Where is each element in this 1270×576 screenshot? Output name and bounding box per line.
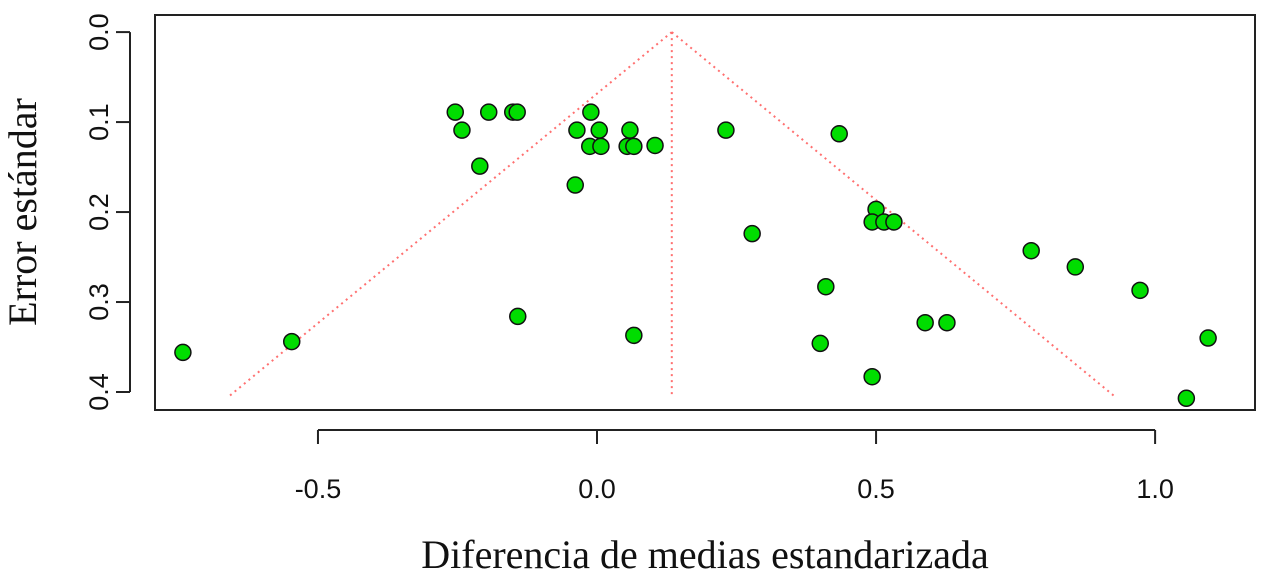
plot-frame: [154, 14, 1256, 411]
data-point: [916, 313, 934, 332]
data-point: [743, 224, 761, 243]
data-point: [625, 137, 643, 156]
data-point: [1177, 389, 1196, 408]
data-point: [282, 332, 301, 351]
y-axis-label: Error estándar: [0, 98, 45, 326]
data-point: [717, 121, 735, 139]
x-tick-label: -0.5: [295, 474, 342, 504]
data-point: [811, 334, 829, 353]
data-point: [1131, 281, 1149, 300]
x-tick-label: 0.5: [857, 474, 895, 504]
y-tick-label: 0.2: [84, 193, 114, 231]
data-point: [1022, 241, 1040, 260]
data-point: [471, 157, 489, 175]
data-point: [625, 326, 643, 345]
data-point: [508, 103, 526, 121]
data-point: [566, 176, 584, 194]
data-point: [1066, 258, 1085, 276]
data-point: [446, 103, 465, 121]
data-point: [453, 121, 471, 139]
data-point: [817, 277, 835, 296]
data-point: [582, 103, 600, 121]
data-point: [885, 213, 903, 231]
y-tick-label: 0.4: [84, 373, 114, 411]
data-point: [830, 125, 848, 143]
x-axis-label: Diferencia de medias estandarizada: [421, 532, 989, 576]
data-point: [592, 137, 610, 156]
data-point: [590, 121, 608, 139]
y-tick-label: 0.3: [84, 283, 114, 321]
y-tick-label: 0.1: [84, 103, 114, 141]
x-tick-label: 0.0: [578, 474, 616, 504]
data-point: [509, 307, 527, 326]
x-tick-label: 1.0: [1136, 474, 1174, 504]
data-point: [621, 121, 639, 139]
data-point: [1199, 329, 1217, 347]
data-point: [646, 136, 664, 155]
y-tick-label: 0.0: [84, 13, 114, 51]
data-point: [479, 103, 498, 121]
data-point: [174, 343, 192, 362]
data-point: [568, 121, 586, 139]
data-point: [938, 313, 956, 332]
data-point: [863, 367, 881, 386]
